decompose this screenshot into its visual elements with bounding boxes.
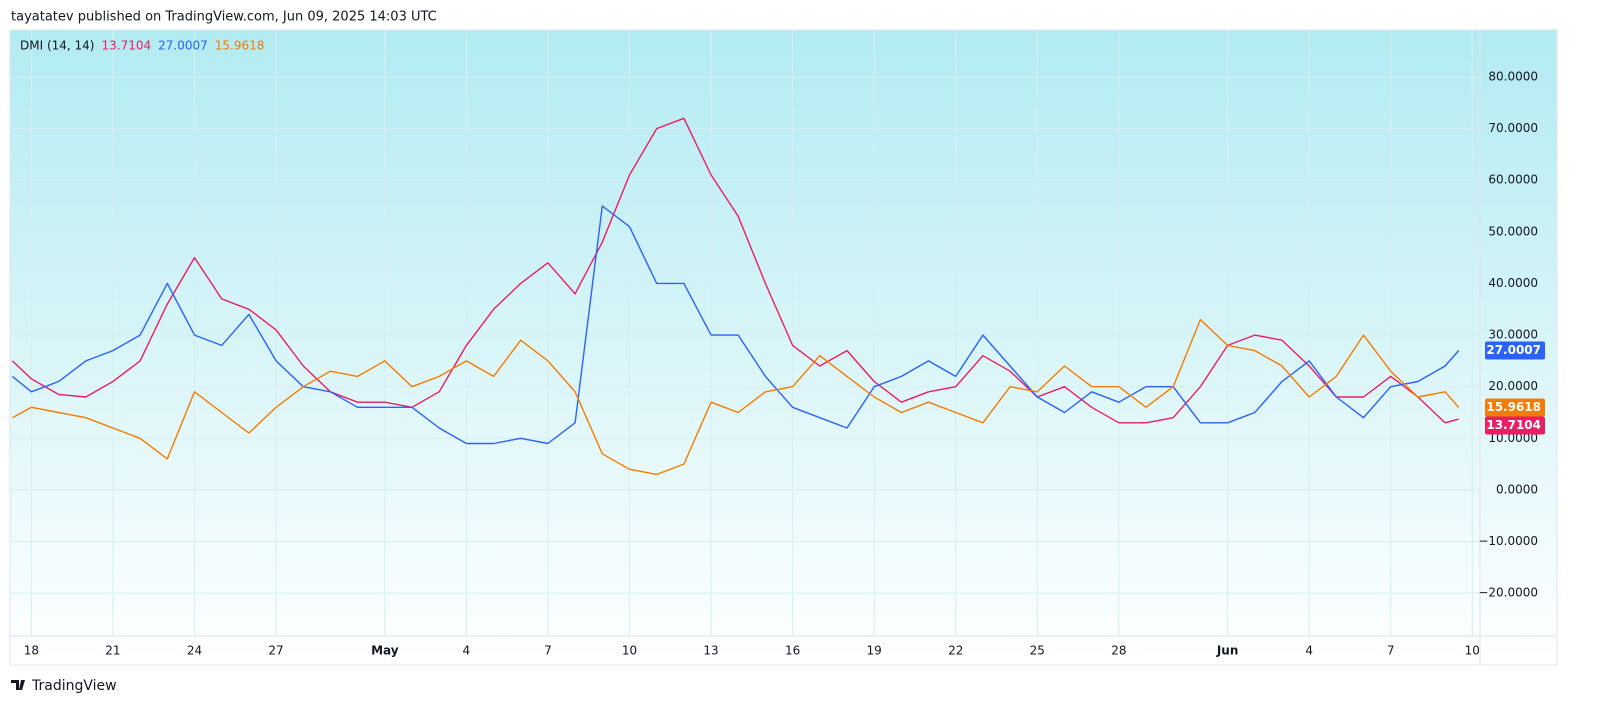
price-badge-label: 27.0007 [1486,343,1541,357]
series-line [12,318,1460,476]
y-tick-label: 0.0000 [1496,482,1538,496]
y-tick-label: −10.0000 [1478,534,1538,548]
x-tick-label: 28 [1111,644,1126,658]
series-line [11,205,1460,445]
y-tick-label: 50.0000 [1488,224,1538,238]
grid: −20.0000−10.00000.000010.000020.000030.0… [10,30,1538,658]
x-tick-label: 27 [268,644,283,658]
y-tick-label: 60.0000 [1488,173,1538,187]
indicator-name: DMI (14, 14) [20,39,94,53]
x-tick-label: 10 [622,644,637,658]
x-tick-label: 16 [785,644,800,658]
x-tick-label: 10 [1465,644,1480,658]
logo-icon [11,680,25,690]
x-tick-label: 21 [105,644,120,658]
legend-value: 27.0007 [158,39,208,53]
x-tick-label: 22 [948,644,963,658]
y-tick-label: 30.0000 [1488,328,1538,342]
x-tick-label: 19 [867,644,882,658]
legend-value: 15.9618 [215,39,265,53]
x-tick-label: 13 [703,644,718,658]
y-tick-label: −20.0000 [1478,586,1538,600]
price-badge [1485,416,1545,435]
x-tick-label: 18 [24,644,39,658]
brand-text: TradingView [31,678,117,694]
y-tick-label: 20.0000 [1488,379,1538,393]
price-badges: 13.7104 27.0007 15.9618 [1485,341,1545,435]
x-tick-label: May [371,644,399,658]
x-tick-label: 25 [1030,644,1045,658]
y-tick-label: 80.0000 [1488,69,1538,83]
x-tick-label: 7 [1387,644,1395,658]
price-badge-label: 15.9618 [1486,400,1541,414]
x-tick-label: Jun [1216,644,1239,658]
brand-logo: TradingView [11,678,117,694]
x-tick-label: 7 [544,644,552,658]
header-text: tayatatev published on TradingView.com, … [11,10,437,25]
price-badge [1485,398,1545,417]
price-badge-label: 13.7104 [1486,418,1541,432]
chart-frame [9,29,1558,666]
legend: DMI (14, 14) 13.7104 27.0007 15.9618 [20,39,264,53]
y-tick-label: 40.0000 [1488,276,1538,290]
plot [11,117,1460,476]
x-tick-label: 4 [463,644,471,658]
y-tick-label: 70.0000 [1488,121,1538,135]
legend-value: 13.7104 [101,39,151,53]
x-tick-label: 24 [187,644,202,658]
price-badge [1485,341,1545,360]
x-tick-label: 4 [1305,644,1313,658]
